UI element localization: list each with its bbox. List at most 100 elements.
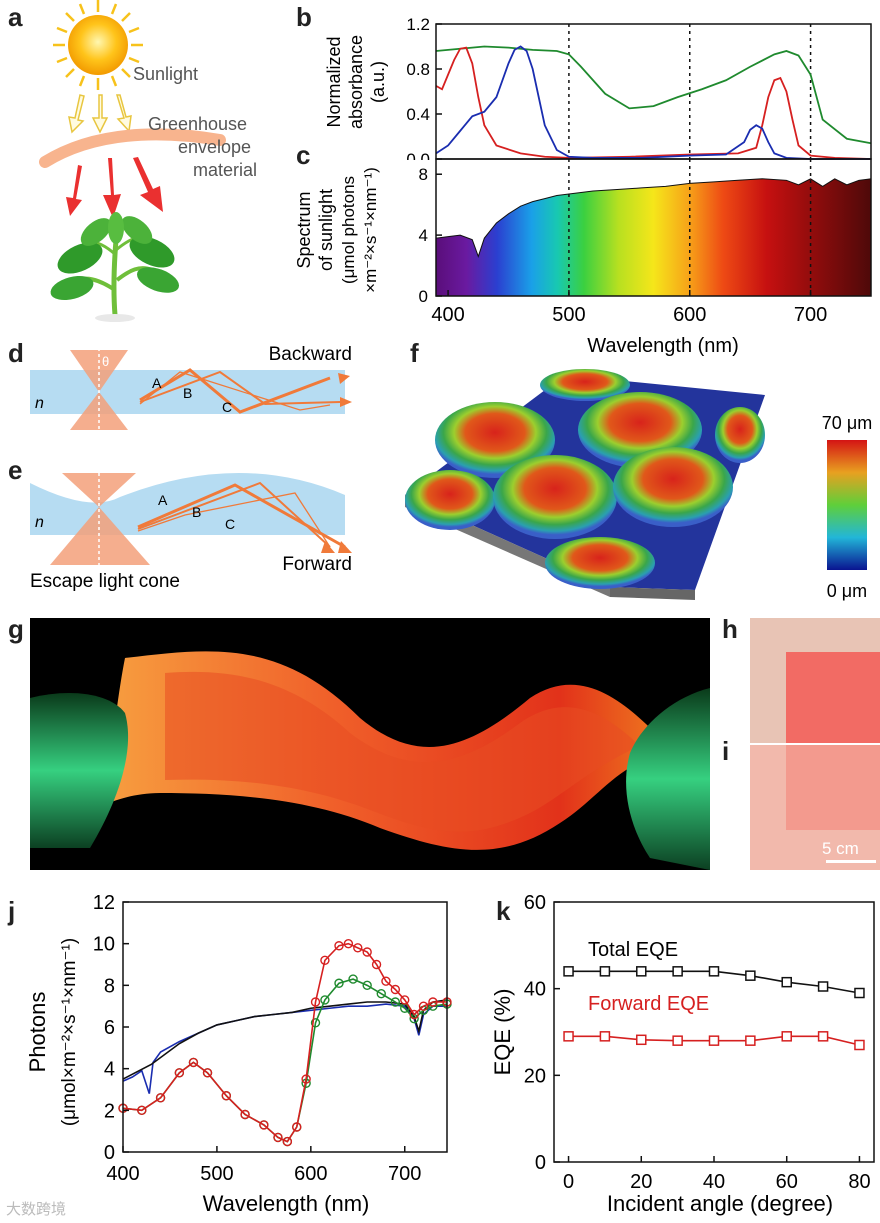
photo-h-film bbox=[786, 652, 880, 743]
c-ylabel-line1: Spectrum bbox=[294, 191, 314, 268]
panel-label-c: c bbox=[296, 140, 311, 170]
k-point bbox=[854, 1039, 865, 1051]
k-point bbox=[636, 966, 647, 977]
j-point-red bbox=[381, 976, 391, 986]
panel-label-b: b bbox=[296, 2, 312, 32]
k-point bbox=[672, 966, 683, 977]
j-ylabel-line1: Photons bbox=[25, 992, 50, 1073]
photon-spectra-chart: Photons (μmol×m⁻²×s⁻¹×nm⁻¹) Wavelength (… bbox=[25, 892, 452, 1216]
j-ytick-label: 10 bbox=[93, 934, 115, 956]
j-point-red bbox=[174, 1068, 185, 1078]
j-point-red bbox=[362, 947, 372, 957]
c-ylabel-line4: ×m⁻²×s⁻¹×nm⁻¹) bbox=[361, 167, 380, 293]
j-point-red bbox=[221, 1091, 232, 1101]
panel-label-g: g bbox=[8, 614, 24, 644]
j-point-red bbox=[202, 1068, 213, 1078]
k-point bbox=[708, 966, 720, 977]
e-n: n bbox=[35, 514, 44, 531]
d-n: n bbox=[35, 395, 44, 412]
j-point-red bbox=[310, 997, 321, 1007]
d-ray-a: A bbox=[152, 375, 162, 391]
e-ray-a: A bbox=[158, 492, 168, 508]
k-point bbox=[817, 981, 829, 992]
c-xtick-label: 400 bbox=[431, 304, 464, 326]
k-total-label: Total EQE bbox=[588, 939, 678, 961]
j-point-red bbox=[390, 984, 401, 995]
material-label-1: Greenhouse bbox=[148, 114, 247, 134]
d-rays bbox=[139, 368, 341, 414]
incoming-arrows-icon bbox=[68, 94, 132, 134]
e-ray-c: C bbox=[225, 516, 235, 532]
j-point-red bbox=[188, 1057, 199, 1068]
k-point bbox=[854, 987, 865, 999]
j-point-green bbox=[334, 978, 344, 988]
j-series-black bbox=[122, 999, 448, 1080]
j-point-red bbox=[292, 1122, 302, 1132]
panel-label-k: k bbox=[496, 896, 511, 926]
j-series-red bbox=[122, 942, 447, 1143]
plant-icon bbox=[50, 212, 180, 322]
j-point-red bbox=[371, 959, 382, 970]
k-point bbox=[781, 1031, 792, 1042]
j-point-green bbox=[376, 988, 386, 999]
sunlight-label: Sunlight bbox=[133, 64, 198, 84]
e-cone-label: Escape light cone bbox=[30, 571, 180, 592]
film-photo-svg bbox=[30, 651, 710, 870]
sunlight-spectrum-chart: Spectrum of sunlight (μmol photons ×m⁻²×… bbox=[294, 158, 872, 357]
scale-bar bbox=[826, 860, 876, 863]
b-ytick-label: 0.0 bbox=[406, 150, 430, 160]
film-photo bbox=[30, 618, 710, 870]
k-xlabel: Incident angle (degree) bbox=[607, 1191, 833, 1216]
k-point bbox=[563, 1031, 574, 1042]
panel-label-i: i bbox=[722, 736, 730, 766]
j-ytick-label: 0 bbox=[104, 1142, 115, 1164]
j-point-green bbox=[320, 995, 330, 1005]
j-xtick-label: 400 bbox=[106, 1163, 139, 1185]
c-ylabel-line2: of sunlight bbox=[316, 189, 336, 271]
e-cone-bottom bbox=[50, 507, 150, 565]
k-point bbox=[636, 1034, 647, 1046]
k-ytick-label: 40 bbox=[524, 979, 546, 1001]
k-point bbox=[817, 1031, 829, 1042]
forward-schematic: n A B C Forward Escape light cone bbox=[30, 467, 352, 592]
k-point bbox=[599, 966, 611, 977]
j-point-green bbox=[348, 974, 358, 984]
b-series-red bbox=[435, 46, 872, 160]
f-colorbar bbox=[827, 440, 867, 570]
j-point-red bbox=[259, 1120, 269, 1130]
j-ylabel-line2: (μmol×m⁻²×s⁻¹×nm⁻¹) bbox=[59, 938, 80, 1126]
j-point-red bbox=[155, 1093, 166, 1103]
right-glove bbox=[626, 688, 710, 870]
k-xtick-label: 60 bbox=[776, 1171, 798, 1193]
envelope-material-icon bbox=[39, 128, 226, 168]
k-point bbox=[745, 1035, 756, 1046]
j-point-red bbox=[400, 995, 410, 1005]
j-xtick-label: 600 bbox=[294, 1163, 327, 1185]
c-xlabel: Wavelength (nm) bbox=[587, 335, 739, 357]
scale-bar-label: 5 cm bbox=[822, 839, 859, 858]
sun-icon bbox=[53, 0, 143, 90]
f-scale-min: 0 μm bbox=[827, 581, 867, 601]
watermark: 大数跨境 bbox=[6, 1201, 67, 1218]
transmitted-arrows-icon bbox=[66, 157, 163, 218]
e-cone-top bbox=[62, 473, 136, 507]
k-ytick-label: 60 bbox=[524, 892, 546, 914]
j-point-red bbox=[418, 1001, 429, 1011]
absorbance-chart: Normalized absorbance (a.u.) 0.0 0.4 0.8 1.… bbox=[324, 15, 872, 160]
c-ylabel-line3: (μmol photons bbox=[339, 176, 358, 284]
j-point-green bbox=[390, 997, 401, 1007]
c-xtick-label: 500 bbox=[552, 304, 585, 326]
j-point-red bbox=[353, 943, 363, 953]
k-point bbox=[599, 1031, 611, 1042]
e-rays bbox=[137, 481, 346, 549]
c-ytick-label: 4 bbox=[419, 226, 428, 245]
photo-h bbox=[750, 618, 880, 743]
j-point-red bbox=[137, 1105, 147, 1116]
b-series-blue bbox=[435, 45, 871, 160]
backward-schematic: θ n A B C Backward bbox=[30, 344, 352, 430]
j-point-red bbox=[273, 1132, 283, 1143]
panel-a-illustration: Sunlight Greenhouse envelope material bbox=[39, 0, 257, 322]
e-title: Forward bbox=[282, 554, 352, 575]
j-ytick-label: 4 bbox=[104, 1059, 115, 1081]
d-cone-top bbox=[70, 350, 128, 392]
